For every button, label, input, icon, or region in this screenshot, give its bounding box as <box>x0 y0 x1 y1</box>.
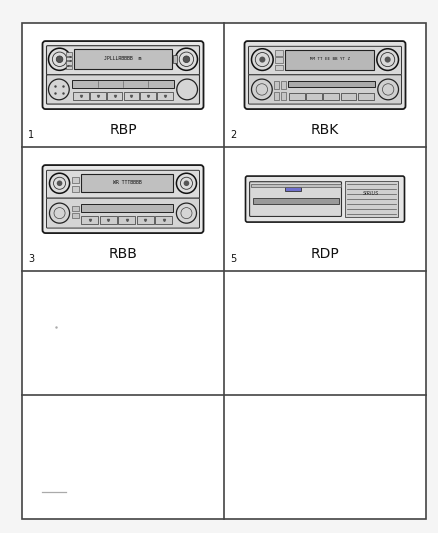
Bar <box>66 57 72 60</box>
FancyBboxPatch shape <box>248 75 402 104</box>
Bar <box>155 216 173 224</box>
FancyBboxPatch shape <box>244 41 406 109</box>
Bar <box>72 80 174 88</box>
Bar <box>90 92 106 100</box>
Bar <box>285 187 301 191</box>
Bar <box>251 184 340 187</box>
FancyBboxPatch shape <box>46 46 199 75</box>
Bar <box>323 93 339 100</box>
FancyBboxPatch shape <box>46 198 199 228</box>
Bar <box>289 93 304 100</box>
Text: SIRIUS: SIRIUS <box>364 191 380 196</box>
Circle shape <box>259 56 265 62</box>
Text: JPLLLRBBBB  m: JPLLLRBBBB m <box>104 56 141 61</box>
Bar <box>66 52 72 56</box>
Circle shape <box>57 181 62 186</box>
Circle shape <box>183 56 190 62</box>
Bar <box>358 93 374 100</box>
Bar <box>74 49 173 69</box>
Bar <box>345 181 398 217</box>
Bar <box>66 61 72 65</box>
Bar <box>124 92 139 100</box>
Text: 3: 3 <box>28 254 34 264</box>
Bar <box>81 174 173 192</box>
Text: RBB: RBB <box>109 247 138 261</box>
FancyBboxPatch shape <box>46 171 199 198</box>
Bar <box>253 198 339 204</box>
Bar <box>275 50 283 55</box>
FancyBboxPatch shape <box>46 75 199 104</box>
Text: 1: 1 <box>28 130 34 140</box>
Bar <box>341 93 357 100</box>
Bar <box>71 213 78 218</box>
Bar <box>288 80 375 87</box>
Text: RDP: RDP <box>311 247 339 261</box>
Circle shape <box>385 56 391 62</box>
Bar <box>71 206 78 211</box>
Bar <box>274 92 279 100</box>
Text: MM TT EE BB YT Z: MM TT EE BB YT Z <box>310 57 350 61</box>
Bar <box>275 58 283 63</box>
Bar <box>275 64 283 70</box>
Bar <box>106 92 123 100</box>
Bar <box>281 92 286 100</box>
Text: 5: 5 <box>230 254 236 264</box>
Text: 2: 2 <box>230 130 236 140</box>
FancyBboxPatch shape <box>250 182 342 216</box>
Bar <box>274 81 279 90</box>
FancyBboxPatch shape <box>248 46 402 75</box>
Bar <box>71 185 78 192</box>
Bar <box>137 216 154 224</box>
Bar <box>73 92 88 100</box>
FancyBboxPatch shape <box>246 176 405 222</box>
Bar <box>173 55 177 63</box>
Circle shape <box>56 56 63 62</box>
Bar <box>141 92 156 100</box>
Bar <box>81 204 173 212</box>
Bar <box>71 177 78 183</box>
Bar <box>306 93 322 100</box>
Bar <box>118 216 135 224</box>
FancyBboxPatch shape <box>42 41 204 109</box>
Circle shape <box>184 181 189 186</box>
Bar <box>66 66 72 69</box>
Bar <box>157 92 173 100</box>
FancyBboxPatch shape <box>42 165 204 233</box>
Text: RBP: RBP <box>109 123 137 136</box>
Bar <box>100 216 117 224</box>
Bar <box>81 216 98 224</box>
Bar <box>285 50 374 70</box>
Bar <box>281 81 286 90</box>
Text: RBK: RBK <box>311 123 339 136</box>
Text: WR TTTBBBB: WR TTTBBBB <box>113 180 141 185</box>
